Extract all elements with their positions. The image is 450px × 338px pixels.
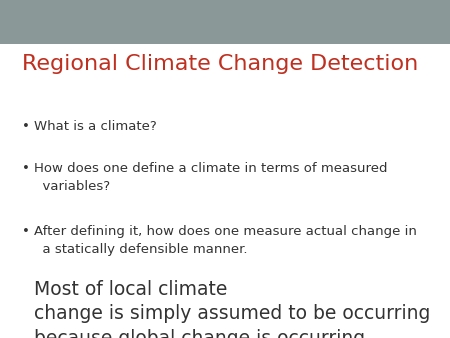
Text: •: •: [22, 120, 31, 133]
Text: How does one define a climate in terms of measured
  variables?: How does one define a climate in terms o…: [34, 162, 387, 193]
Text: Most of local climate
change is simply assumed to be occurring
because global ch: Most of local climate change is simply a…: [34, 280, 430, 338]
Text: After defining it, how does one measure actual change in
  a statically defensib: After defining it, how does one measure …: [34, 225, 417, 256]
Text: What is a climate?: What is a climate?: [34, 120, 157, 133]
Text: •: •: [22, 225, 31, 238]
Text: Regional Climate Change Detection: Regional Climate Change Detection: [22, 54, 419, 74]
Bar: [0, 0, 450, 44]
Text: •: •: [22, 162, 31, 175]
